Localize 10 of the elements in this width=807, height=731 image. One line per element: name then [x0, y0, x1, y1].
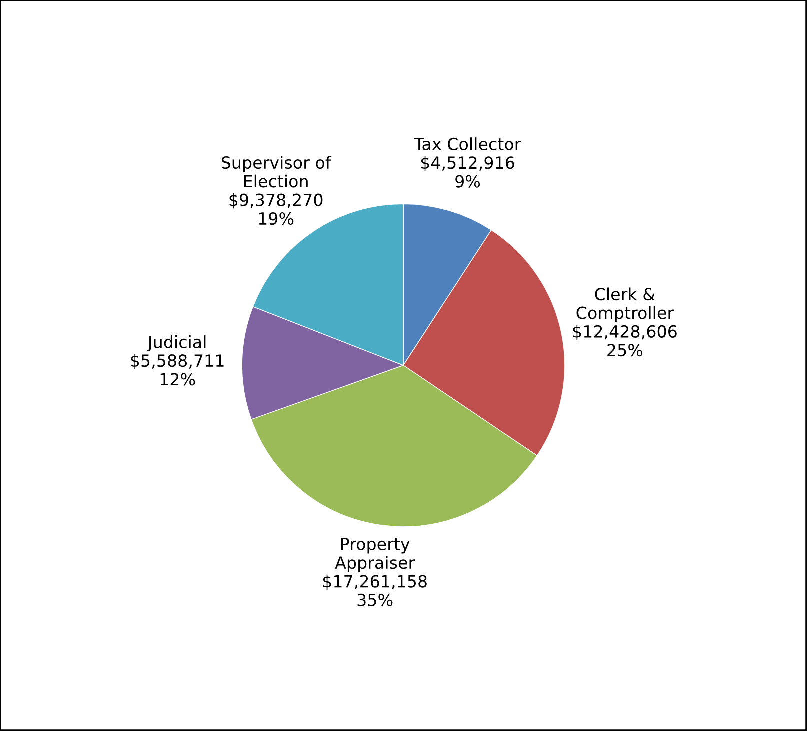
slice-label: Tax Collector — [414, 138, 522, 151]
slice-label: Property Appraiser — [335, 538, 416, 572]
data-label: $4,512,916 9% — [421, 156, 514, 188]
slice-label: Supervisor of Election — [222, 156, 332, 188]
slice-label: Clerk & Comptroller — [576, 288, 674, 323]
data-label: $12,428,606 25% — [573, 325, 677, 357]
data-label: $5,588,711 12% — [131, 354, 224, 386]
slice-label: Judicial — [147, 336, 206, 352]
data-label: $17,261,158 35% — [323, 574, 427, 606]
data-label: $9,378,270 19% — [230, 194, 323, 226]
